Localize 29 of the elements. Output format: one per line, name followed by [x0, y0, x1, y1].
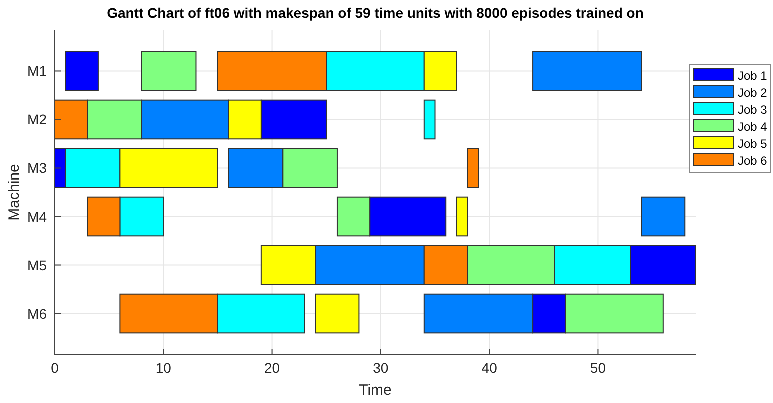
bar: [141, 51, 197, 92]
x-tick-label: 50: [590, 360, 606, 376]
y-tick-label: M5: [28, 257, 48, 274]
y-axis-title: Machine: [6, 164, 23, 221]
legend-label: Job 2: [738, 86, 768, 100]
bar: [532, 51, 642, 92]
bar: [315, 294, 360, 334]
bar: [456, 196, 468, 237]
x-tick-label: 30: [373, 360, 389, 376]
legend-label: Job 3: [738, 103, 768, 117]
x-axis-title: Time: [359, 382, 392, 399]
y-tick-label: M6: [28, 306, 48, 322]
bar: [467, 148, 480, 188]
x-tick-label: 0: [51, 360, 60, 376]
y-tick-label: M4: [28, 208, 48, 225]
bar: [641, 196, 686, 237]
x-tick-label: 20: [264, 360, 280, 376]
x-tick-label: 40: [482, 360, 498, 376]
bar: [424, 100, 436, 140]
y-tick-label: M3: [28, 160, 48, 176]
x-tick-label: 10: [156, 360, 172, 376]
y-tick-label: M1: [28, 63, 48, 80]
y-tick-label: M2: [28, 112, 48, 128]
legend-label: Job 6: [738, 154, 768, 168]
legend-label: Job 5: [738, 137, 768, 151]
bar: [65, 51, 99, 92]
legend-label: Job 4: [738, 120, 768, 134]
legend-label: Job 1: [738, 69, 768, 83]
chart-title: Gantt Chart of ft06 with makespan of 59 time units with 8000 episodes trained on: [107, 5, 644, 21]
